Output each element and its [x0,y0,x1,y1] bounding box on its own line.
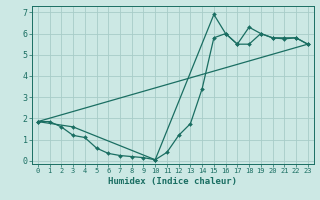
X-axis label: Humidex (Indice chaleur): Humidex (Indice chaleur) [108,177,237,186]
